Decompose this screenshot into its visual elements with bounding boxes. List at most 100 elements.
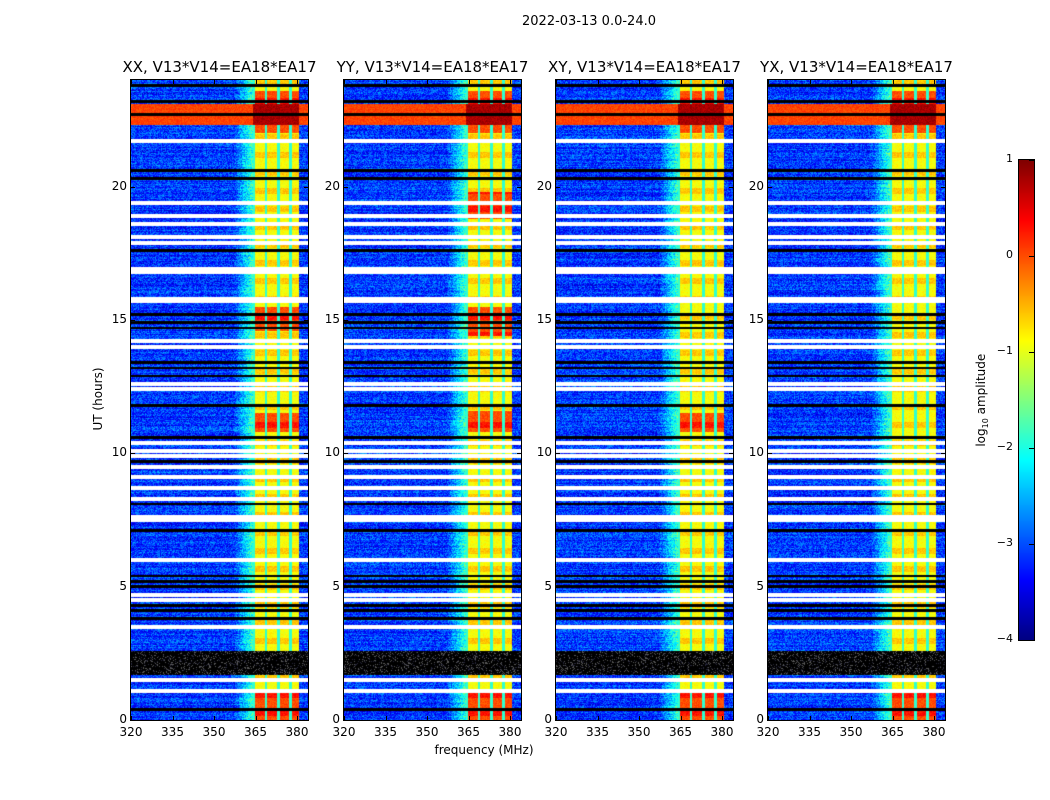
colorbar-tick	[1029, 352, 1034, 353]
x-tick	[851, 716, 852, 720]
y-tick-label: 0	[544, 712, 552, 726]
x-tick	[768, 716, 769, 720]
colorbar-tick	[1029, 256, 1034, 257]
x-tick-top	[597, 80, 599, 84]
colorbar-tick-label: −2	[996, 440, 1013, 453]
x-tick-label: 365	[881, 725, 904, 739]
colorbar-label-suffix: amplitude	[973, 353, 988, 419]
y-tick-label: 20	[324, 178, 340, 193]
colorbar-tick-label: 0	[1006, 248, 1013, 261]
x-tick-label: 380	[498, 725, 522, 739]
y-tick	[131, 320, 135, 321]
x-tick-label: 335	[798, 725, 821, 739]
x-tick-label: 335	[586, 725, 609, 739]
y-tick	[556, 453, 560, 455]
y-tick-label: 5	[756, 578, 764, 593]
y-tick-right	[304, 720, 308, 721]
x-tick-top	[344, 80, 345, 84]
y-tick-right	[304, 586, 308, 588]
x-tick-label: 350	[415, 725, 439, 739]
y-tick-right	[304, 186, 308, 188]
y-tick-right	[941, 720, 945, 721]
y-tick	[556, 186, 560, 188]
x-tick-label: 350	[627, 725, 651, 739]
y-tick	[131, 720, 135, 721]
x-tick-label: 320	[756, 725, 780, 739]
y-tick-label: 5	[119, 578, 127, 593]
y-tick-right	[517, 186, 521, 188]
y-tick-right	[729, 453, 733, 455]
y-tick-right	[517, 320, 521, 321]
x-tick-label: 320	[119, 725, 143, 739]
x-tick	[344, 716, 345, 720]
y-tick	[344, 586, 348, 588]
panel-title: YY, V13*V14=EA18*EA17	[336, 58, 529, 76]
y-tick-right	[304, 453, 308, 455]
x-tick-top	[768, 80, 769, 84]
x-tick-top	[131, 80, 132, 84]
x-tick-label: 365	[457, 725, 480, 739]
x-tick-top	[722, 80, 723, 84]
y-tick-label: 15	[748, 312, 764, 326]
x-tick	[255, 716, 257, 720]
y-tick-label: 5	[332, 578, 340, 593]
y-tick-label: 0	[756, 712, 764, 726]
panel-title: YX, V13*V14=EA18*EA17	[760, 58, 953, 76]
x-tick-label: 335	[374, 725, 397, 739]
y-tick-right	[941, 586, 945, 588]
y-tick-label: 10	[324, 445, 340, 460]
x-tick-top	[556, 80, 557, 84]
heatmap-image	[556, 80, 733, 720]
colorbar-tick	[1029, 544, 1034, 545]
y-tick	[131, 586, 135, 588]
y-tick-label: 20	[111, 178, 127, 193]
y-tick	[556, 320, 560, 321]
y-tick	[768, 453, 772, 455]
heatmap-panel-2	[343, 79, 522, 721]
y-tick-right	[304, 320, 308, 321]
y-tick	[344, 720, 348, 721]
x-tick-label: 380	[710, 725, 734, 739]
colorbar-tick	[1029, 640, 1034, 641]
panel-title: XX, V13*V14=EA18*EA17	[122, 58, 317, 76]
y-tick-label: 15	[324, 312, 340, 326]
x-tick-top	[809, 80, 811, 84]
y-tick-label: 5	[544, 578, 552, 593]
y-tick-label: 0	[332, 712, 340, 726]
y-tick-right	[729, 720, 733, 721]
y-tick-label: 0	[119, 712, 127, 726]
y-tick-right	[729, 320, 733, 321]
x-tick	[214, 716, 215, 720]
x-tick	[385, 716, 387, 720]
x-tick-top	[639, 80, 640, 84]
x-tick-label: 320	[544, 725, 568, 739]
colorbar-tick-label: −1	[996, 344, 1013, 357]
heatmap-image	[344, 80, 521, 720]
y-tick-label: 10	[111, 445, 127, 460]
x-tick	[131, 716, 132, 720]
y-axis-label: UT (hours)	[91, 367, 105, 431]
x-tick	[722, 716, 723, 720]
x-tick-top	[297, 80, 298, 84]
x-tick-top	[214, 80, 215, 84]
x-tick-label: 365	[669, 725, 692, 739]
y-tick-right	[517, 586, 521, 588]
x-tick	[809, 716, 811, 720]
x-tick-top	[892, 80, 894, 84]
y-tick-right	[517, 453, 521, 455]
y-tick	[768, 186, 772, 188]
y-tick	[556, 586, 560, 588]
colorbar-tick-label: −4	[996, 632, 1013, 645]
y-tick-label: 20	[748, 178, 764, 193]
heatmap-image	[768, 80, 945, 720]
x-axis-label: frequency (MHz)	[434, 743, 534, 757]
x-tick-label: 350	[839, 725, 863, 739]
y-tick-right	[729, 586, 733, 588]
x-tick	[172, 716, 174, 720]
y-tick	[131, 453, 135, 455]
y-tick	[344, 453, 348, 455]
x-tick-top	[468, 80, 470, 84]
y-tick	[344, 320, 348, 321]
x-tick-top	[427, 80, 428, 84]
